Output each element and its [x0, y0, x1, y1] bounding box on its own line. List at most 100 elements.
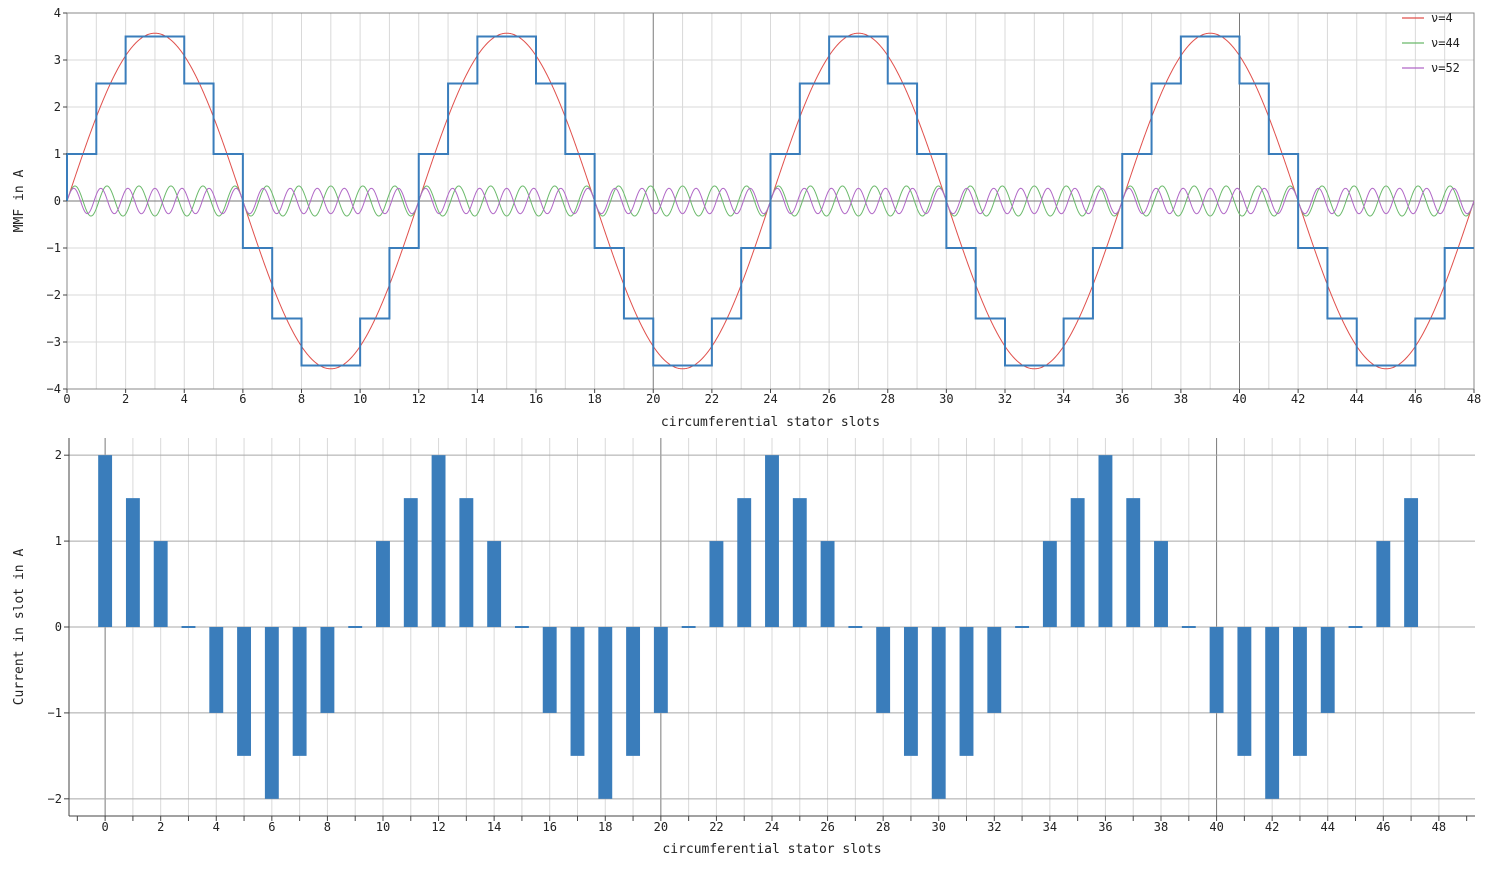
bar	[903, 627, 918, 756]
legend-label: ν=44	[1431, 36, 1460, 50]
bar	[348, 626, 363, 628]
bar	[1404, 498, 1419, 627]
bar	[376, 541, 390, 627]
bar	[320, 627, 335, 713]
x-tick-label: 2	[157, 820, 164, 834]
bar	[598, 627, 613, 799]
x-tick-label: 32	[987, 820, 1001, 834]
bar	[542, 627, 557, 713]
bar	[959, 627, 974, 756]
mmf-step-line	[66, 35, 1474, 367]
y-tick-label: 0	[55, 620, 62, 634]
bar	[848, 626, 863, 628]
x-tick-label: 38	[1174, 392, 1188, 406]
y-tick-label: 3	[54, 53, 61, 67]
x-tick-label: 0	[102, 820, 109, 834]
x-tick-label: 48	[1432, 820, 1446, 834]
x-tick-label: 28	[881, 392, 895, 406]
slot-current-chart: 0 2 4 6 8 10 12 14 16 18 20 22 24 26 28 30 32 34 36 38 40 42 4…	[12, 438, 1475, 857]
y-tick-label: 1	[54, 147, 61, 161]
y-tick-label: −2	[48, 792, 62, 806]
x-tick-label: 4	[213, 820, 220, 834]
bar	[1126, 498, 1141, 627]
bar	[1209, 627, 1224, 713]
bar	[1376, 541, 1391, 627]
y-tick-label: −3	[47, 335, 61, 349]
x-tick-label: 42	[1291, 392, 1305, 406]
bar	[987, 627, 1002, 713]
x-tick-label: 14	[487, 820, 501, 834]
legend-label: ν=52	[1431, 61, 1460, 75]
bar	[237, 627, 252, 756]
bar	[1265, 627, 1280, 799]
bar	[459, 498, 474, 627]
y-tick-label: −1	[47, 241, 61, 255]
bar	[626, 627, 641, 756]
y-axis-label: Current in slot in A	[12, 549, 27, 706]
bar	[1015, 626, 1030, 628]
x-tick-label: 18	[598, 820, 612, 834]
x-tick-label: 10	[353, 392, 367, 406]
bar	[1292, 627, 1307, 756]
bar	[292, 627, 307, 756]
bar	[737, 498, 752, 627]
bar	[125, 498, 140, 627]
bar	[1098, 455, 1113, 627]
x-tick-label: 48	[1467, 392, 1481, 406]
x-tick-label: 18	[587, 392, 601, 406]
x-tick-label: 24	[763, 392, 777, 406]
x-tick-label: 20	[654, 820, 668, 834]
x-tick-label: 30	[939, 392, 953, 406]
y-axis-label: MMF in A	[12, 170, 27, 233]
legend: ν=4 ν=44 ν=52	[1402, 11, 1460, 75]
x-tick-label: 8	[298, 392, 305, 406]
y-tick-label: 2	[54, 100, 61, 114]
bar	[1042, 541, 1057, 627]
x-tick-label: 10	[376, 820, 390, 834]
y-tick-label: −2	[47, 288, 61, 302]
x-tick-label: 42	[1265, 820, 1279, 834]
bar	[1154, 541, 1168, 627]
x-tick-label: 22	[709, 820, 723, 834]
x-tick-label: 8	[324, 820, 331, 834]
bar	[931, 627, 946, 799]
y-tick-label: 4	[54, 6, 61, 20]
x-tick-label: 34	[1056, 392, 1070, 406]
bar	[403, 498, 418, 627]
mmf-chart: 0 2 4 6 8 10 12 14 16 18 20 22 24 26 28 30 32 34 36 38 40 42 4…	[12, 6, 1481, 430]
bar	[209, 627, 224, 713]
bar	[765, 455, 779, 627]
x-tick-label: 30	[931, 820, 945, 834]
bar	[487, 541, 502, 627]
bar	[181, 626, 196, 628]
y-tick-label: −4	[47, 382, 61, 396]
bar	[653, 627, 668, 713]
bar	[431, 455, 446, 627]
x-tick-label: 44	[1321, 820, 1335, 834]
x-tick-label: 6	[268, 820, 275, 834]
x-tick-label: 40	[1232, 392, 1246, 406]
bar	[1348, 626, 1363, 628]
x-tick-label: 46	[1376, 820, 1390, 834]
x-tick-label: 36	[1098, 820, 1112, 834]
bar	[1237, 627, 1252, 756]
x-tick-label: 14	[470, 392, 484, 406]
bar	[876, 627, 891, 713]
x-tick-label: 44	[1350, 392, 1364, 406]
x-tick-label: 12	[412, 392, 426, 406]
x-tick-label: 20	[646, 392, 660, 406]
y-tick-label: 1	[55, 534, 62, 548]
bar	[1181, 626, 1196, 628]
y-tick-label: −1	[48, 706, 62, 720]
bar	[820, 541, 835, 627]
x-tick-label: 26	[820, 820, 834, 834]
x-axis-label: circumferential stator slots	[661, 415, 880, 430]
bar	[1070, 498, 1085, 627]
y-tick-label: 0	[54, 194, 61, 208]
bar	[792, 498, 807, 627]
x-tick-label: 0	[63, 392, 70, 406]
bar	[1320, 627, 1335, 713]
x-tick-label: 38	[1154, 820, 1168, 834]
